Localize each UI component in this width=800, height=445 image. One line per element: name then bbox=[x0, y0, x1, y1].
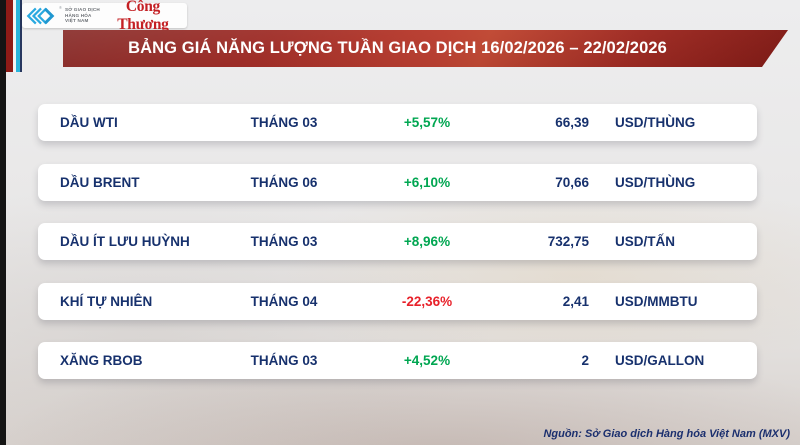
change-percent: -22,36% bbox=[401, 293, 453, 309]
table-row: KHÍ TỰ NHIÊN THÁNG 04 -22,36% 2,41 USD/M… bbox=[38, 282, 757, 320]
table-row: DẦU WTI THÁNG 03 +5,57% 66,39 USD/THÙNG bbox=[38, 104, 757, 141]
change-percent: +4,52% bbox=[403, 353, 451, 368]
contract-month: THÁNG 04 bbox=[250, 293, 318, 309]
contract-month: THÁNG 03 bbox=[250, 353, 318, 368]
accent-stripe-white bbox=[13, 0, 16, 72]
accent-stripe-cyan bbox=[16, 0, 20, 72]
brand-text: Công Thương bbox=[117, 0, 169, 33]
price-unit: USD/MMBTU bbox=[615, 293, 698, 309]
mxv-line-2: HÀNG HÓA bbox=[64, 12, 92, 18]
price-table-body: DẦU WTI THÁNG 03 +5,57% 66,39 USD/THÙNG … bbox=[38, 0, 757, 445]
price-unit: USD/GALLON bbox=[615, 353, 705, 368]
table-row: DẦU BRENT THÁNG 06 +6,10% 70,66 USD/THÙN… bbox=[38, 163, 757, 201]
change-percent: +8,96% bbox=[403, 234, 451, 249]
commodity-name: DẦU ÍT LƯU HUỲNH bbox=[60, 234, 190, 249]
price-unit: USD/TẤN bbox=[615, 234, 675, 249]
price-value: 2,41 bbox=[562, 293, 589, 309]
accent-stripe-navy bbox=[20, 0, 22, 72]
table-row: XĂNG RBOB THÁNG 03 +4,52% 2 USD/GALLON bbox=[38, 342, 757, 379]
commodity-name: DẦU BRENT bbox=[60, 174, 140, 190]
contract-month: THÁNG 03 bbox=[250, 115, 318, 130]
mxv-logo-text: SỞ GIAO DỊCH HÀNG HÓA VIỆT NAM bbox=[65, 7, 100, 23]
change-percent: +6,10% bbox=[403, 174, 451, 190]
change-percent: +5,57% bbox=[403, 115, 451, 130]
price-value: 732,75 bbox=[547, 234, 589, 249]
mxv-logo-icon bbox=[26, 7, 56, 25]
price-unit: USD/THÙNG bbox=[615, 174, 696, 190]
commodity-name: DẦU WTI bbox=[60, 115, 118, 130]
price-value: 66,39 bbox=[555, 115, 589, 130]
registered-mark: ® bbox=[59, 5, 62, 10]
left-edge-bar bbox=[0, 0, 6, 445]
price-value: 70,66 bbox=[555, 174, 589, 190]
commodity-name: KHÍ TỰ NHIÊN bbox=[60, 293, 153, 309]
contract-month: THÁNG 06 bbox=[250, 174, 318, 190]
page-title: BẢNG GIÁ NĂNG LƯỢNG TUẦN GIAO DỊCH 16/02… bbox=[128, 39, 667, 57]
accent-stripe-red bbox=[6, 0, 13, 72]
price-unit: USD/THÙNG bbox=[615, 115, 696, 130]
price-value: 2 bbox=[581, 353, 589, 368]
source-note: Nguồn: Sở Giao dịch Hàng hóa Việt Nam (M… bbox=[543, 428, 790, 440]
table-row: DẦU ÍT LƯU HUỲNH THÁNG 03 +8,96% 732,75 … bbox=[38, 223, 757, 260]
mxv-line-3: VIỆT NAM bbox=[64, 18, 89, 24]
contract-month: THÁNG 03 bbox=[250, 234, 318, 249]
commodity-name: XĂNG RBOB bbox=[60, 353, 143, 368]
mxv-line-1: SỞ GIAO DỊCH bbox=[64, 7, 100, 13]
